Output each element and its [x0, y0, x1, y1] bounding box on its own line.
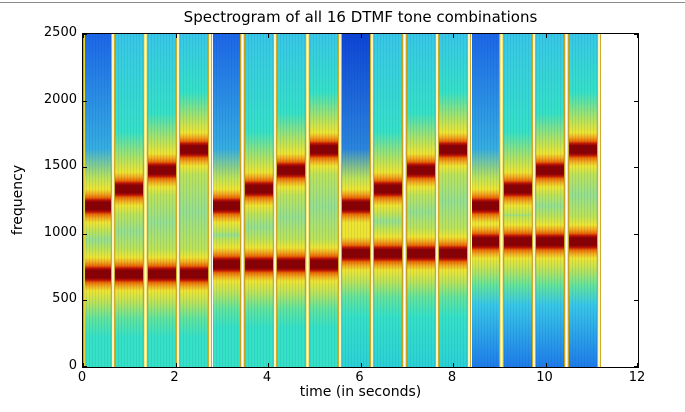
tone-gap [564, 34, 569, 367]
tone-band-striations [536, 34, 565, 367]
x-tick-bottom [545, 363, 547, 367]
x-tick-top [637, 34, 638, 38]
tone-band [471, 34, 500, 367]
y-tick-left [83, 300, 87, 302]
signal-onset-stripe [83, 34, 85, 367]
tone-band-striations [309, 34, 338, 367]
window-top-border [0, 2, 685, 3]
tone-gap [175, 34, 181, 367]
y-tick-right [634, 300, 638, 302]
y-tick-label: 0 [68, 358, 77, 373]
tone-gap [499, 34, 504, 367]
tone-band-striations [277, 34, 306, 367]
chart-title: Spectrogram of all 16 DTMF tone combinat… [183, 8, 538, 26]
tone-band [439, 34, 468, 367]
x-tick-bottom [175, 363, 177, 367]
x-tick-top [360, 34, 362, 38]
tone-gap [467, 34, 472, 367]
x-tick-label: 2 [170, 370, 179, 385]
tone-band [406, 34, 435, 367]
tone-band [503, 34, 532, 367]
tone-band [83, 34, 111, 367]
y-tick-left [83, 366, 87, 367]
tone-gap [143, 34, 148, 367]
x-tick-label: 4 [262, 370, 272, 385]
y-tick-right [634, 34, 638, 35]
tone-band-striations [147, 34, 176, 367]
y-tick-right [634, 366, 638, 367]
y-tick-label: 1500 [43, 158, 77, 174]
tone-band [536, 34, 565, 367]
x-tick-bottom [637, 363, 638, 367]
y-axis-label: frequency [10, 164, 26, 236]
tone-band-striations [212, 34, 241, 367]
tone-gap [208, 34, 213, 367]
tone-band-striations [503, 34, 532, 367]
tone-band-striations [471, 34, 500, 367]
tone-band-striations [374, 34, 403, 367]
y-tick-label: 2000 [43, 91, 77, 107]
x-tick-top [175, 34, 177, 38]
y-tick-label: 2500 [43, 25, 77, 40]
plot-area [82, 33, 639, 368]
x-tick-top [453, 34, 454, 38]
tone-band-striations [180, 34, 209, 367]
tone-band [147, 34, 176, 367]
tone-band [277, 34, 306, 367]
tone-band-striations [244, 34, 273, 367]
x-tick-label: 6 [355, 370, 364, 385]
tone-gap [305, 34, 310, 367]
x-tick-top [545, 34, 547, 38]
x-tick-bottom [453, 363, 454, 367]
y-tick-left [83, 100, 87, 102]
y-tick-label: 1000 [43, 224, 77, 240]
tone-band-striations [342, 34, 370, 367]
tone-band [180, 34, 209, 367]
y-tick-right [634, 167, 638, 169]
x-tick-top [83, 34, 84, 38]
tone-gap [531, 34, 537, 367]
x-tick-bottom [360, 363, 362, 367]
tone-band-striations [568, 34, 597, 367]
tone-gap [110, 34, 116, 367]
x-tick-bottom [268, 363, 269, 367]
tone-band-striations [406, 34, 435, 367]
x-tick-label: 12 [628, 370, 646, 385]
y-tick-left [83, 34, 87, 35]
y-tick-right [634, 100, 638, 102]
tone-gap [402, 34, 407, 367]
x-tick-bottom [83, 363, 84, 367]
tone-band [374, 34, 403, 367]
tone-band [568, 34, 597, 367]
x-axis-label: time (in seconds) [299, 384, 422, 400]
tone-band [115, 34, 144, 367]
x-tick-label: 10 [536, 370, 553, 385]
x-tick-label: 0 [77, 370, 87, 385]
tone-band-striations [115, 34, 144, 367]
tone-gap [272, 34, 278, 367]
tone-gap [337, 34, 342, 367]
y-tick-label: 500 [52, 291, 77, 307]
y-tick-left [83, 167, 87, 169]
y-tick-left [83, 233, 87, 235]
x-tick-label: 8 [447, 370, 457, 385]
tone-gap [240, 34, 245, 367]
tone-band [244, 34, 273, 367]
tone-gap [596, 34, 601, 367]
tone-band-striations [83, 34, 111, 367]
tone-band [342, 34, 370, 367]
tone-band [212, 34, 241, 367]
tone-gap [369, 34, 375, 367]
x-tick-top [268, 34, 269, 38]
tone-band-striations [439, 34, 468, 367]
tone-gap [434, 34, 440, 367]
tone-band [309, 34, 338, 367]
y-tick-right [634, 233, 638, 235]
